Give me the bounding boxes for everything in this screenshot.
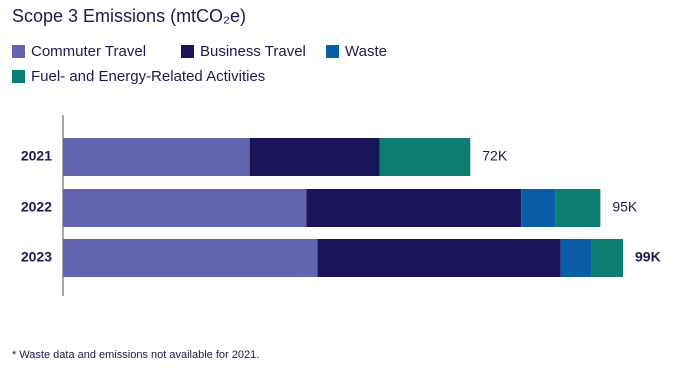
legend-swatch (12, 45, 25, 58)
bar-segment (63, 239, 318, 277)
bar-segment (560, 239, 592, 277)
y-tick-label: 2021 (21, 148, 52, 164)
total-label: 99K (635, 249, 661, 265)
bar-segment (521, 189, 556, 227)
legend-label: Business Travel (200, 43, 306, 60)
legend-label: Waste (345, 43, 387, 60)
total-label: 72K (482, 148, 508, 164)
legend-swatch (181, 45, 194, 58)
total-label: 95K (612, 199, 638, 215)
bar-segment (317, 239, 561, 277)
bar-segment (249, 138, 380, 176)
footnote: * Waste data and emissions not available… (12, 349, 259, 361)
bar-segment (63, 138, 250, 176)
bar-segment (379, 138, 471, 176)
y-tick-label: 2023 (21, 249, 52, 265)
bar-segment (555, 189, 601, 227)
legend-swatch (12, 70, 25, 83)
legend-label: Commuter Travel (31, 43, 146, 60)
bar-segment (63, 189, 307, 227)
y-tick-label: 2022 (21, 199, 52, 215)
bar-segment (591, 239, 623, 277)
chart-title: Scope 3 Emissions (mtCO₂e) (12, 6, 246, 26)
legend-swatch (326, 45, 339, 58)
legend-label: Fuel- and Energy-Related Activities (31, 68, 265, 85)
bar-segment (306, 189, 522, 227)
